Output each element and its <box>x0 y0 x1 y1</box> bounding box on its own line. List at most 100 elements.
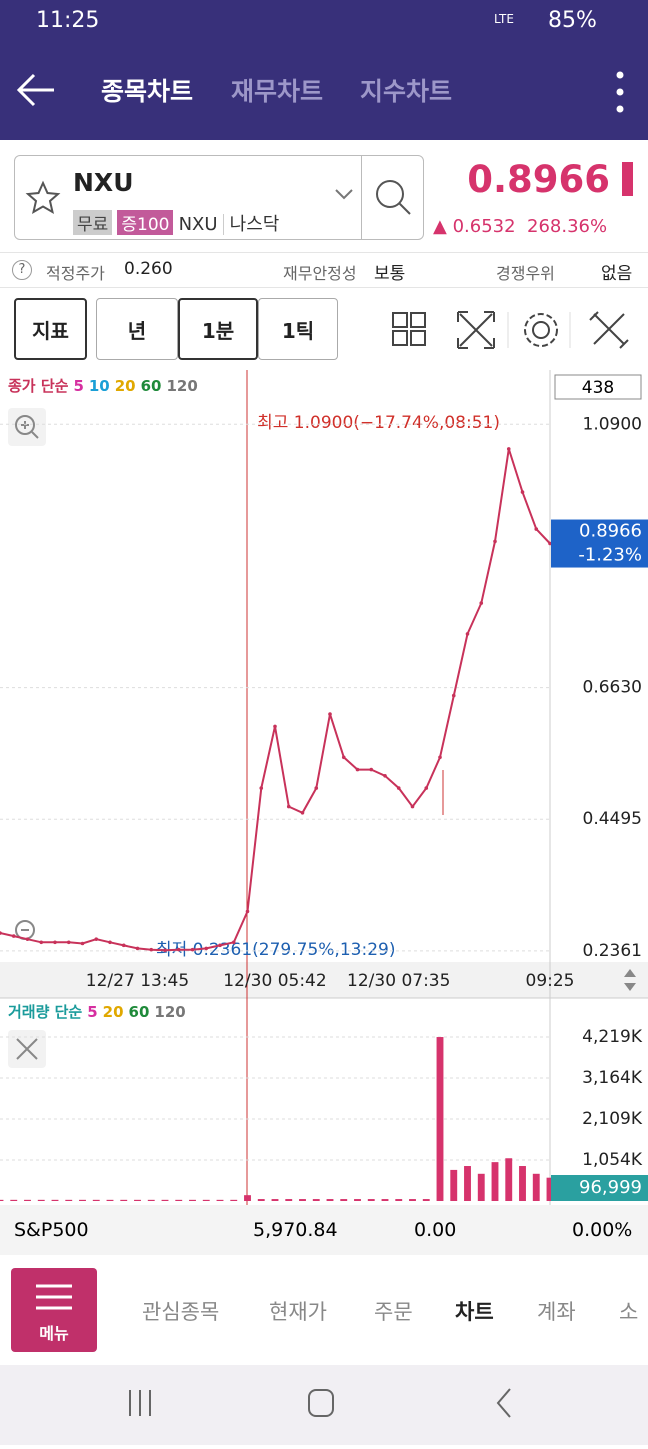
change-value: 0.6532 <box>452 216 516 237</box>
nav-item[interactable]: 계좌 <box>537 1300 576 1324</box>
index-value: 5,970.84 <box>253 1219 338 1241</box>
more-button[interactable] <box>612 70 628 114</box>
volume-bar <box>519 1166 526 1201</box>
info-value: 없음 <box>601 264 633 284</box>
price-point <box>259 786 264 790</box>
price-point <box>506 447 511 451</box>
stock-box[interactable]: NXU 무료 증100 NXU 나스닥 <box>14 155 424 240</box>
price-point <box>396 786 401 790</box>
price-point <box>479 601 484 605</box>
volume-bar <box>395 1199 403 1201</box>
period-button[interactable]: 1틱 <box>258 298 338 360</box>
price-point <box>231 940 236 945</box>
stock-code: NXU <box>178 214 218 235</box>
current-badge <box>551 519 648 568</box>
price-point <box>328 712 332 716</box>
indicator-button[interactable]: 지표 <box>14 298 87 360</box>
toolbar-icons[interactable] <box>380 300 640 360</box>
price-point <box>534 527 539 531</box>
legend-period: 60 <box>141 377 162 395</box>
x-tick-label: 09:25 <box>526 971 575 991</box>
legend-period: 20 <box>103 1003 124 1021</box>
nav-item[interactable]: 차트 <box>455 1300 494 1324</box>
header: 종목차트 재무차트 지수차트 <box>0 42 648 140</box>
menu-button[interactable]: 메뉴 <box>11 1268 97 1352</box>
price-point <box>25 937 30 941</box>
volume-bar <box>477 1173 485 1201</box>
period-button[interactable]: 년 <box>96 298 178 360</box>
nav-item[interactable]: 관심종목 <box>142 1300 220 1324</box>
info-value: 보통 <box>374 264 406 284</box>
close-volume[interactable] <box>8 1030 46 1068</box>
legend-label: 거래량 단순 <box>8 1003 82 1021</box>
badge: 증100 <box>117 210 174 235</box>
nav-item[interactable]: 소 <box>619 1300 639 1324</box>
volume-bar <box>546 1177 554 1201</box>
volume-bar <box>340 1199 348 1201</box>
market: 나스닥 <box>222 214 280 235</box>
nav-item[interactable]: 주문 <box>374 1300 413 1324</box>
price-point <box>520 490 525 494</box>
price-point <box>424 786 429 790</box>
clock: 11:25 <box>36 8 100 33</box>
zoom-in[interactable] <box>8 408 46 446</box>
dropdown[interactable] <box>333 186 355 202</box>
current-label: 0.8966 <box>579 521 642 542</box>
back-button[interactable] <box>16 72 56 108</box>
scroll-arrows[interactable] <box>624 969 636 991</box>
legend: 거래량 단순 5 20 60 120 <box>8 1003 186 1021</box>
price-point <box>286 804 291 809</box>
price-point <box>94 937 99 941</box>
period-button[interactable]: 1분 <box>178 298 258 360</box>
price-point <box>66 940 71 945</box>
info-row: ? 적정주가 0.260 재무안정성 보통 경쟁우위 없음 <box>0 252 648 288</box>
price-point <box>300 810 305 815</box>
x-tick-label: 12/30 05:42 <box>223 971 326 991</box>
high-annotation: 최고 1.0900(−17.74%,08:51) <box>257 413 500 433</box>
change: ▲ 0.6532 268.36% <box>433 216 608 237</box>
volume-bar <box>230 1199 238 1201</box>
search-button[interactable] <box>361 156 424 239</box>
volume-bar <box>409 1199 416 1201</box>
low-annotation: 최저 0.2361(279.75%,13:29) <box>156 940 395 960</box>
price-point <box>410 804 415 809</box>
price-point <box>245 909 250 914</box>
y-tick-label: 4,219K <box>582 1027 643 1047</box>
count: 438 <box>582 378 614 398</box>
volume-bar <box>189 1199 196 1201</box>
price-point <box>383 773 387 778</box>
volume-bar <box>161 1199 169 1201</box>
price-point <box>451 693 456 698</box>
tab[interactable]: 재무차트 <box>231 77 324 106</box>
system-nav-icons[interactable] <box>0 1365 648 1445</box>
volume-bar <box>464 1166 471 1201</box>
index-name: S&P500 <box>14 1219 89 1241</box>
index-row: S&P500 5,970.84 0.00 0.00% <box>0 1205 648 1255</box>
volume-bar <box>216 1199 224 1201</box>
volume-bar <box>271 1199 279 1201</box>
volume-bar <box>65 1199 73 1201</box>
legend-period: 120 <box>154 1003 185 1021</box>
stock-name: NXU <box>73 168 134 197</box>
price-point <box>204 946 209 951</box>
price-point <box>163 948 167 953</box>
price-point <box>80 941 85 946</box>
status-bar: 11:25 LTE 85% <box>0 0 648 42</box>
legend: 종가 단순 5 10 20 60 120 <box>8 377 198 395</box>
y-tick-label: 0.6630 <box>583 678 642 698</box>
index-change-pct: 0.00% <box>572 1219 633 1241</box>
price-point <box>465 632 470 636</box>
tab[interactable]: 지수차트 <box>360 77 453 106</box>
search-icon <box>376 180 411 215</box>
favorite-star[interactable] <box>25 180 61 216</box>
price-point <box>548 541 552 546</box>
network: LTE <box>494 12 514 26</box>
nav-item[interactable]: 현재가 <box>269 1300 327 1324</box>
legend-period: 5 <box>73 377 83 395</box>
price-point <box>493 539 497 544</box>
legend-period: 20 <box>115 377 136 395</box>
tab[interactable]: 종목차트 <box>101 77 194 106</box>
x-tick-label: 12/30 07:35 <box>347 971 450 991</box>
battery: 85% <box>548 8 597 33</box>
